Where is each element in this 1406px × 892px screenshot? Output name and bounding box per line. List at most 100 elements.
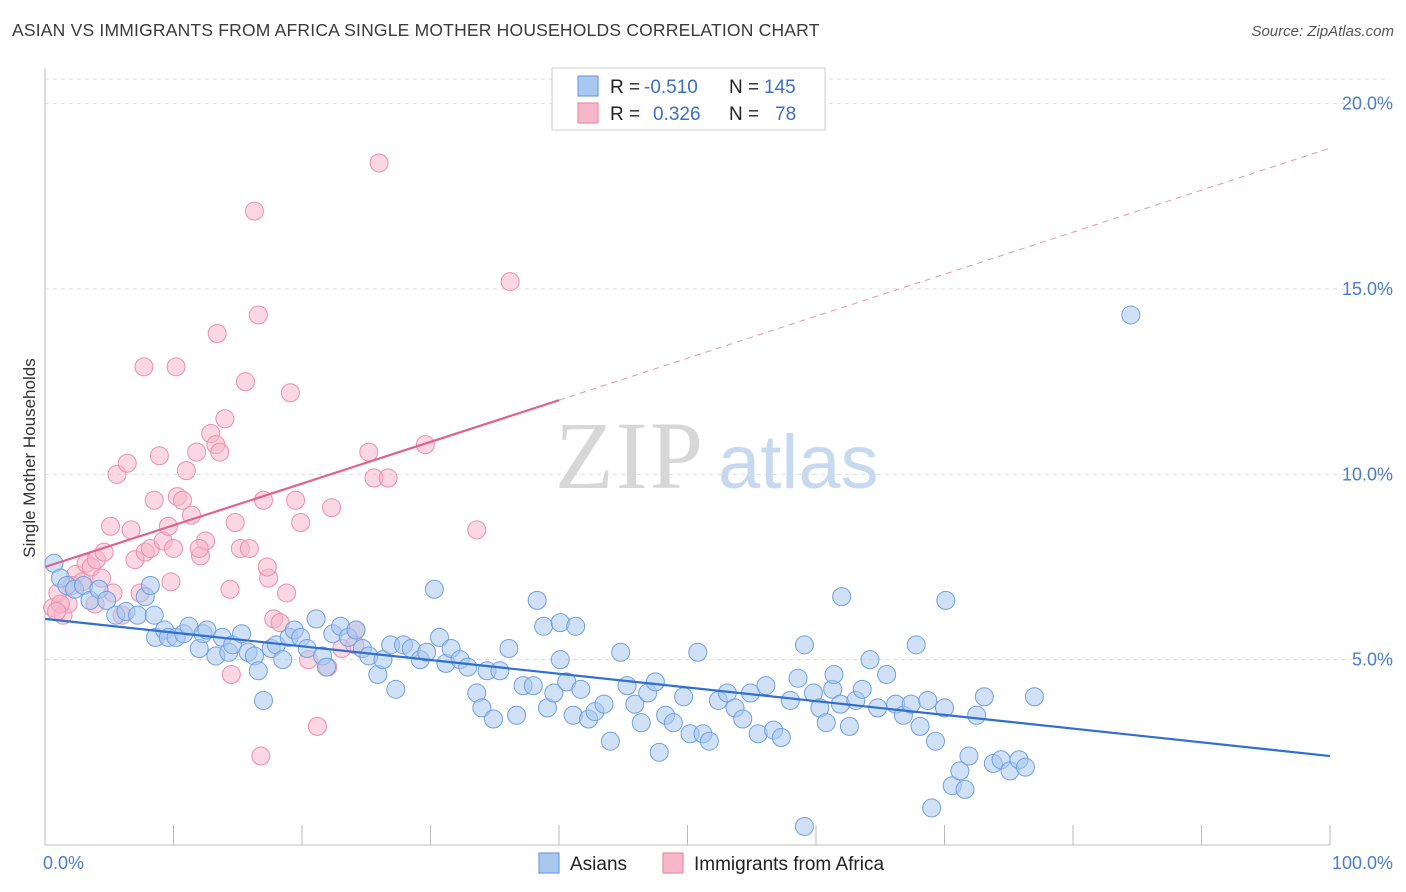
asian-point [780, 690, 800, 710]
africa-point [181, 505, 201, 525]
series-africa-points [43, 153, 520, 766]
legend-r-label-1: R = [610, 77, 640, 98]
bottom-legend-swatch-africa [662, 852, 684, 874]
y-tick-label: 5.0% [1352, 650, 1393, 670]
asian-point [273, 650, 293, 670]
asian-point [699, 731, 719, 751]
africa-point [189, 538, 209, 558]
asian-point [649, 742, 669, 762]
africa-point [235, 372, 255, 392]
asian-point [756, 676, 776, 696]
asian-point [663, 713, 683, 733]
asian-point [144, 605, 164, 625]
africa-point [117, 453, 137, 473]
asian-point [97, 590, 117, 610]
asian-point [824, 664, 844, 684]
asian-point [472, 698, 492, 718]
legend-box: R = -0.510 N = 145 R = 0.326 N = 78 [551, 67, 826, 131]
asian-point [594, 694, 614, 714]
asian-point [458, 657, 478, 677]
asian-point [550, 650, 570, 670]
legend-swatch-africa [577, 102, 599, 124]
asian-point [197, 620, 217, 640]
legend-n-label-2: N = [729, 104, 759, 125]
legend-r-value-2: 0.326 [653, 104, 701, 125]
asian-point [674, 687, 694, 707]
africa-point [94, 542, 114, 562]
asian-point [860, 650, 880, 670]
legend-n-label-1: N = [729, 77, 759, 98]
asian-point [1024, 687, 1044, 707]
asian-point [140, 576, 160, 596]
series-asians-points [44, 305, 1141, 836]
asian-point [429, 627, 449, 647]
y-tick-label: 15.0% [1342, 279, 1393, 299]
asian-point [316, 657, 336, 677]
asian-point [490, 661, 510, 681]
asian-point [631, 713, 651, 733]
asian-point [688, 642, 708, 662]
asian-point [306, 609, 326, 629]
africa-point [215, 409, 235, 429]
asian-point [955, 779, 975, 799]
asian-point [507, 705, 527, 725]
asian-point [1121, 305, 1141, 325]
africa-point [161, 572, 181, 592]
africa-point [176, 461, 196, 481]
asian-point [625, 694, 645, 714]
asian-point [950, 761, 970, 781]
asian-point [571, 679, 591, 699]
africa-point [225, 513, 245, 533]
africa-point [257, 557, 277, 577]
asian-point [534, 616, 554, 636]
asian-point [566, 616, 586, 636]
bottom-legend-asians: Asians [570, 854, 627, 875]
watermark-zip: ZIP [555, 402, 705, 509]
x-tick-label-min: 0.0% [43, 853, 84, 873]
africa-point [286, 490, 306, 510]
chart-title: ASIAN VS IMMIGRANTS FROM AFRICA SINGLE M… [12, 20, 820, 40]
asian-point [935, 698, 954, 718]
asian-point [248, 661, 268, 681]
africa-point [307, 716, 327, 736]
africa-point [239, 538, 259, 558]
asian-point [600, 731, 620, 751]
asian-point [918, 690, 938, 710]
asian-point [906, 635, 926, 655]
asian-point [959, 746, 979, 766]
africa-point [187, 442, 207, 462]
x-tick-label-max: 100.0% [1332, 853, 1393, 873]
africa-point [369, 153, 389, 173]
legend-r-label-2: R = [610, 104, 640, 125]
africa-point [164, 538, 183, 558]
africa-point [47, 601, 67, 621]
asian-point [417, 642, 437, 662]
africa-trend-line [44, 399, 560, 569]
asian-point [645, 672, 665, 692]
africa-point [359, 442, 379, 462]
africa-point [244, 201, 264, 221]
asian-point [346, 620, 366, 640]
africa-point [210, 442, 230, 462]
asian-point [523, 676, 543, 696]
asian-point [733, 709, 753, 729]
asian-point [832, 587, 852, 607]
asian-point [788, 668, 808, 688]
y-tick-label: 10.0% [1342, 464, 1393, 484]
africa-point [166, 357, 186, 377]
bottom-legend-africa: Immigrants from Africa [694, 854, 884, 875]
source-label: Source: ZipAtlas.com [1251, 23, 1394, 40]
trend-lines [44, 147, 1331, 758]
asian-point [852, 679, 872, 699]
asian-point [816, 713, 836, 733]
africa-point [500, 272, 520, 292]
asians-trend-line [44, 617, 1331, 758]
africa-point [101, 516, 121, 536]
legend-r-value-1: -0.510 [644, 77, 698, 98]
africa-point [220, 579, 240, 599]
asian-point [499, 639, 519, 659]
africa-point [144, 490, 164, 510]
bottom-legend-swatch-asians [538, 852, 560, 874]
asian-point [967, 705, 987, 725]
